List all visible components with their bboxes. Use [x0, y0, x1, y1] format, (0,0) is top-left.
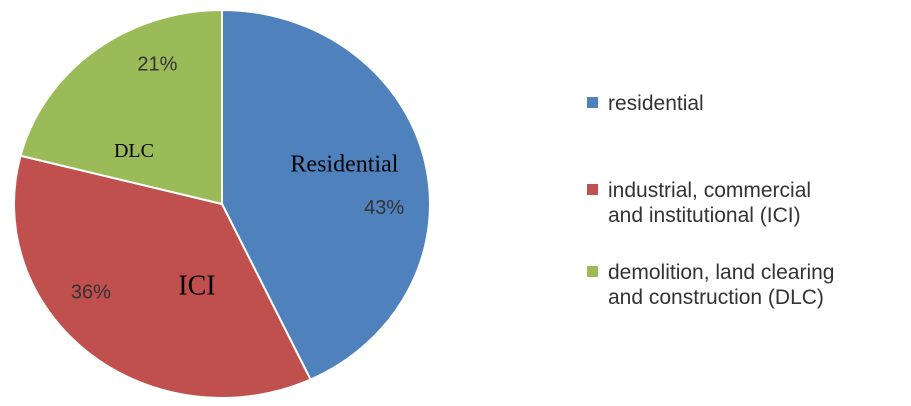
annotation: Residential — [290, 152, 398, 178]
annotation: DLC — [114, 140, 154, 162]
legend-line: residential — [608, 92, 704, 115]
value-label: 21% — [137, 53, 177, 75]
legend-line: demolition, land clearing — [608, 261, 840, 284]
value-label: 36% — [71, 281, 111, 303]
legend-label: demolition, land clearing and constructi… — [608, 261, 840, 309]
legend-swatch — [587, 266, 598, 277]
pie-slice — [19, 8, 223, 206]
value-label: 43% — [364, 197, 404, 219]
legend-line: and institutional (ICI) — [608, 204, 801, 227]
pie-slice — [13, 154, 312, 399]
legend-line: industrial, commercial — [608, 179, 817, 202]
legend-label: residential — [608, 92, 704, 115]
legend-label: industrial, commercial and institutional… — [608, 179, 817, 227]
annotation: ICI — [178, 271, 215, 302]
legend-swatch — [587, 97, 598, 108]
legend-swatch — [587, 184, 598, 195]
legend-line: and construction (DLC) — [608, 286, 824, 309]
pie-slice — [221, 8, 431, 381]
